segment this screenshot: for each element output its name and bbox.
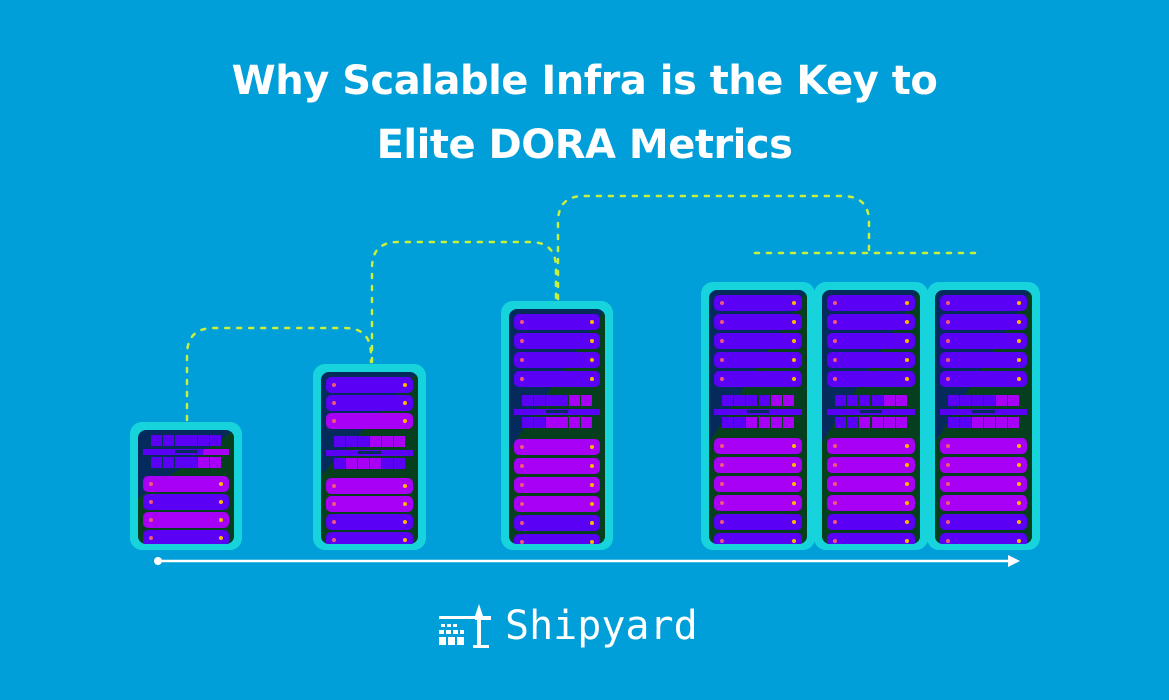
title-line-1: Why Scalable Infra is the Key to (231, 58, 938, 104)
shipyard-crane-logo-icon (439, 604, 491, 648)
server-rack-2 (313, 364, 426, 550)
server-rack-4 (701, 282, 815, 550)
shipyard-logo: Shipyard (437, 600, 698, 652)
server-rack-1 (130, 422, 242, 550)
timeline-arrow (154, 555, 1020, 567)
title-line-2: Elite DORA Metrics (376, 122, 793, 168)
server-rack-5 (814, 282, 928, 550)
server-rack-6 (927, 282, 1040, 550)
brand-name: Shipyard (505, 603, 698, 649)
server-rack-3 (501, 301, 613, 550)
